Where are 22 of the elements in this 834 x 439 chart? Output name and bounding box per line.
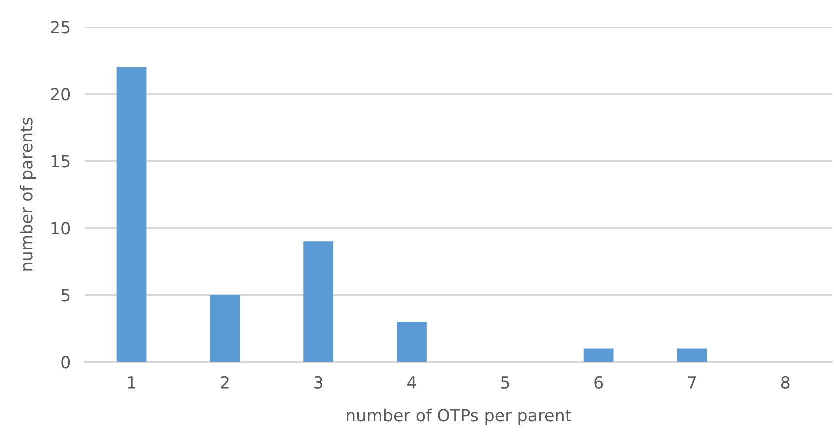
x-tick-label: 3 bbox=[314, 376, 323, 389]
bar bbox=[304, 242, 334, 362]
x-tick-label: 4 bbox=[408, 376, 416, 389]
bar bbox=[397, 322, 427, 362]
bar bbox=[584, 348, 614, 362]
bar bbox=[116, 67, 147, 362]
x-tick-label: 6 bbox=[594, 376, 604, 389]
y-tick-label: 5 bbox=[62, 289, 70, 302]
x-tick-label: 5 bbox=[501, 376, 510, 389]
x-tick-label: 2 bbox=[221, 376, 229, 389]
x-tick-label: 8 bbox=[781, 376, 790, 389]
bar bbox=[210, 295, 240, 362]
bar bbox=[677, 348, 708, 362]
x-tick-label: 7 bbox=[688, 376, 696, 389]
x-axis-title: number of OTPs per parent bbox=[347, 408, 572, 425]
y-tick-label: 0 bbox=[62, 356, 70, 369]
y-axis-title: number of parents bbox=[20, 118, 36, 271]
y-tick-label: 15 bbox=[52, 155, 70, 168]
y-tick-label: 20 bbox=[51, 88, 70, 101]
y-tick-label: 25 bbox=[51, 21, 70, 34]
x-tick-label: 1 bbox=[128, 376, 136, 389]
y-tick-label: 10 bbox=[52, 222, 70, 235]
